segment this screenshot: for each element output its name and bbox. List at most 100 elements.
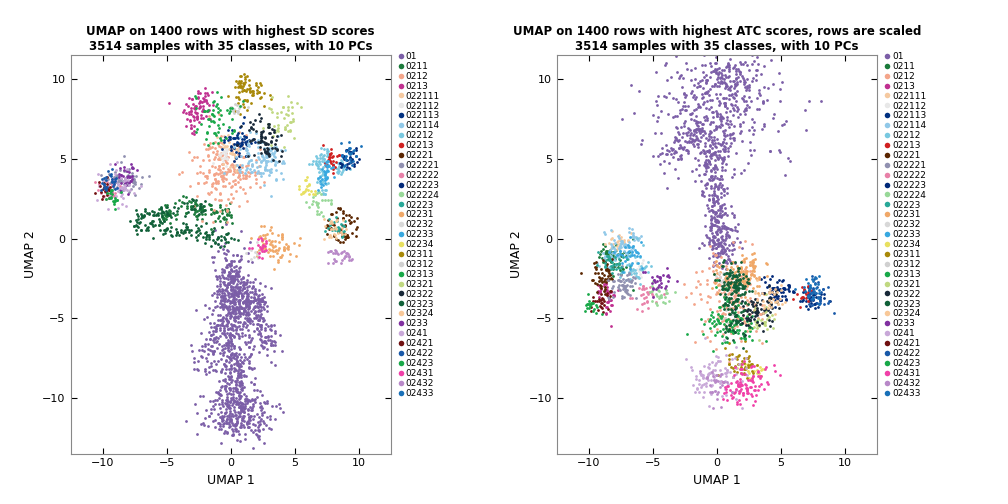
Point <box>709 236 725 244</box>
Point <box>726 211 742 219</box>
Point <box>243 124 259 133</box>
Point <box>201 230 217 238</box>
Point <box>247 285 263 293</box>
Point <box>226 367 242 375</box>
Point <box>746 307 762 316</box>
Point <box>253 296 269 304</box>
Point <box>599 289 615 297</box>
Point <box>688 268 705 276</box>
Point <box>222 398 238 406</box>
Point <box>606 292 622 300</box>
Point <box>222 299 238 307</box>
Point <box>252 312 268 320</box>
Point <box>208 169 224 177</box>
Point <box>256 240 272 248</box>
Point <box>217 297 233 305</box>
Point <box>704 69 720 77</box>
Point <box>253 332 269 340</box>
Point <box>198 370 214 378</box>
Point <box>821 283 837 291</box>
Point <box>144 222 160 230</box>
Point <box>225 387 241 395</box>
Point <box>222 304 238 312</box>
Point <box>120 176 136 184</box>
Point <box>224 425 240 433</box>
Point <box>592 295 608 303</box>
Point <box>206 397 222 405</box>
Point <box>707 133 723 141</box>
Point <box>327 231 343 239</box>
Point <box>712 212 728 220</box>
Point <box>226 403 242 411</box>
Point <box>651 281 667 289</box>
Point <box>604 251 620 260</box>
Point <box>810 289 827 297</box>
Point <box>707 366 723 374</box>
Point <box>716 147 732 155</box>
Point <box>243 426 259 434</box>
Point <box>746 361 762 369</box>
Point <box>258 333 274 341</box>
Point <box>712 65 728 73</box>
Point <box>737 337 753 345</box>
Point <box>701 132 717 140</box>
Point <box>720 152 736 160</box>
Point <box>598 303 614 311</box>
Point <box>260 150 276 158</box>
Point <box>343 219 359 227</box>
Point <box>254 237 270 245</box>
Point <box>219 310 235 319</box>
Point <box>109 196 125 204</box>
Point <box>251 246 267 254</box>
Point <box>213 316 229 324</box>
Point <box>705 208 721 216</box>
Point <box>239 72 255 80</box>
Point <box>703 314 719 323</box>
Point <box>739 386 755 394</box>
Point <box>229 141 245 149</box>
Point <box>740 361 756 369</box>
Point <box>732 303 748 311</box>
Point <box>613 237 629 245</box>
Point <box>718 262 734 270</box>
Point <box>704 222 720 230</box>
Point <box>200 98 216 106</box>
Point <box>125 178 141 186</box>
Point <box>239 395 255 403</box>
Point <box>100 184 116 193</box>
Point <box>342 153 358 161</box>
Point <box>247 295 263 303</box>
Point <box>609 251 625 260</box>
Point <box>716 336 732 344</box>
Point <box>742 316 758 324</box>
Point <box>776 284 792 292</box>
Point <box>732 396 748 404</box>
Point <box>233 102 249 110</box>
Point <box>231 289 247 297</box>
Point <box>692 130 709 138</box>
Point <box>232 369 248 377</box>
Point <box>221 280 237 288</box>
Point <box>162 209 178 217</box>
Point <box>702 73 718 81</box>
Point <box>603 249 619 257</box>
Point <box>620 255 636 263</box>
Point <box>690 102 707 110</box>
Point <box>708 278 724 286</box>
Point <box>238 288 254 296</box>
Point <box>321 259 337 267</box>
Point <box>716 66 732 74</box>
Point <box>741 357 757 365</box>
Point <box>697 334 713 342</box>
Point <box>710 281 726 289</box>
Point <box>183 230 200 238</box>
Point <box>211 388 227 396</box>
Point <box>209 273 225 281</box>
Point <box>112 175 128 183</box>
Point <box>710 317 726 325</box>
Point <box>202 346 218 354</box>
Point <box>718 295 734 303</box>
Point <box>243 297 259 305</box>
Point <box>248 431 264 439</box>
Point <box>715 283 731 291</box>
